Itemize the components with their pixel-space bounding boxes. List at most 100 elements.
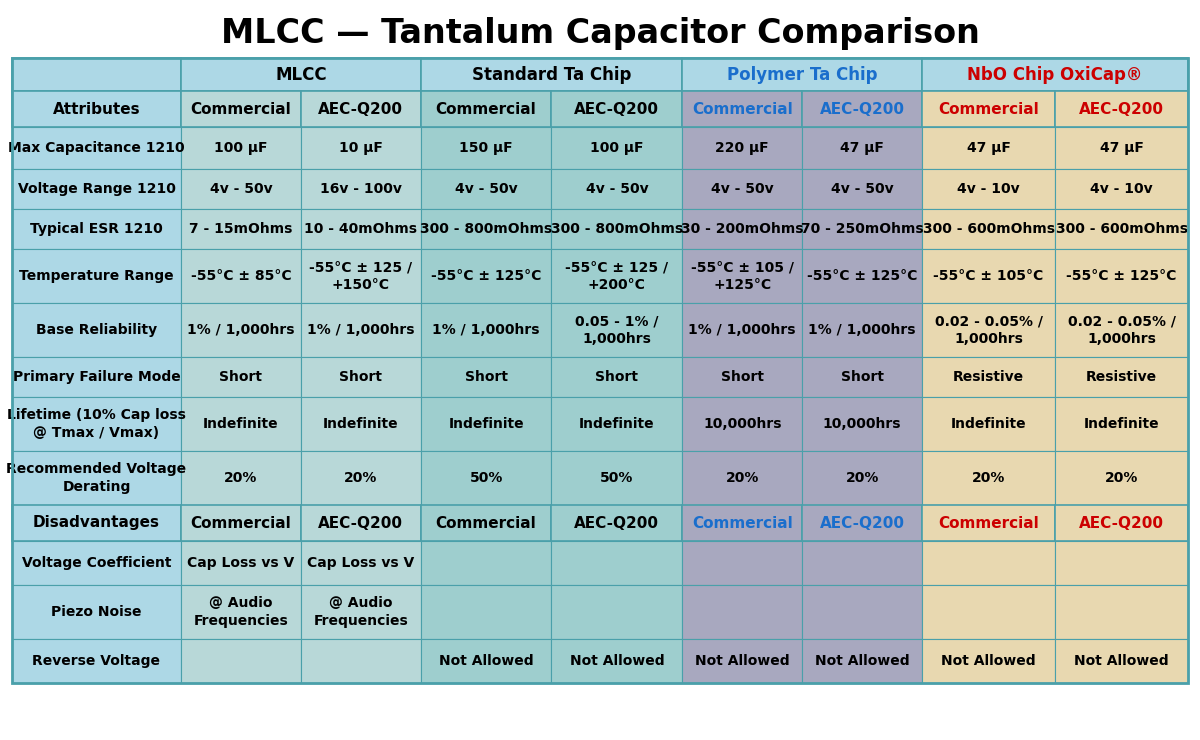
Bar xyxy=(683,303,802,357)
Bar xyxy=(12,585,181,639)
Text: 10,000hrs: 10,000hrs xyxy=(823,417,901,431)
Bar xyxy=(12,209,181,249)
Bar xyxy=(181,451,301,505)
Text: Disadvantages: Disadvantages xyxy=(32,516,160,531)
Bar xyxy=(421,505,552,541)
Bar xyxy=(552,639,683,683)
Bar xyxy=(802,451,922,505)
Text: 1% / 1,000hrs: 1% / 1,000hrs xyxy=(432,323,540,337)
Text: Commercial: Commercial xyxy=(436,101,536,116)
Bar xyxy=(1055,303,1188,357)
Text: NbO Chip OxiCap®: NbO Chip OxiCap® xyxy=(967,66,1142,84)
Text: Not Allowed: Not Allowed xyxy=(570,654,665,668)
Text: Cap Loss vs V: Cap Loss vs V xyxy=(187,556,294,570)
Text: 47 µF: 47 µF xyxy=(840,141,884,155)
Text: 47 µF: 47 µF xyxy=(967,141,1010,155)
Text: Standard Ta Chip: Standard Ta Chip xyxy=(472,66,631,84)
Bar xyxy=(922,169,1055,209)
Text: 4v - 50v: 4v - 50v xyxy=(830,182,894,196)
Bar xyxy=(12,397,181,451)
Text: 220 µF: 220 µF xyxy=(715,141,769,155)
Bar xyxy=(421,303,552,357)
Bar xyxy=(552,541,683,585)
Bar xyxy=(802,541,922,585)
Bar xyxy=(683,541,802,585)
Bar xyxy=(552,585,683,639)
Bar xyxy=(301,209,421,249)
Bar xyxy=(922,639,1055,683)
Text: Not Allowed: Not Allowed xyxy=(941,654,1036,668)
Bar xyxy=(552,303,683,357)
Text: 1% / 1,000hrs: 1% / 1,000hrs xyxy=(689,323,796,337)
Bar xyxy=(922,357,1055,397)
Text: 10,000hrs: 10,000hrs xyxy=(703,417,781,431)
Text: Typical ESR 1210: Typical ESR 1210 xyxy=(30,222,163,236)
Text: Resistive: Resistive xyxy=(1086,370,1157,384)
Bar xyxy=(552,397,683,451)
Bar xyxy=(301,541,421,585)
Text: Polymer Ta Chip: Polymer Ta Chip xyxy=(727,66,877,84)
Text: 10 - 40mOhms: 10 - 40mOhms xyxy=(305,222,418,236)
Bar xyxy=(683,58,922,91)
Bar xyxy=(301,397,421,451)
Text: 70 - 250mOhms: 70 - 250mOhms xyxy=(800,222,924,236)
Text: AEC-Q200: AEC-Q200 xyxy=(820,101,905,116)
Bar xyxy=(181,249,301,303)
Bar xyxy=(12,91,181,127)
Text: AEC-Q200: AEC-Q200 xyxy=(318,101,403,116)
Bar xyxy=(181,127,301,169)
Text: Temperature Range: Temperature Range xyxy=(19,269,174,283)
Text: Voltage Range 1210: Voltage Range 1210 xyxy=(18,182,175,196)
Text: 100 µF: 100 µF xyxy=(590,141,643,155)
Bar xyxy=(12,127,181,169)
Bar xyxy=(922,505,1055,541)
Bar xyxy=(802,639,922,683)
Text: Reverse Voltage: Reverse Voltage xyxy=(32,654,161,668)
Text: AEC-Q200: AEC-Q200 xyxy=(318,516,403,531)
Text: -55°C ± 105 /
+125°C: -55°C ± 105 / +125°C xyxy=(691,260,793,292)
Text: 4v - 10v: 4v - 10v xyxy=(1091,182,1153,196)
Text: 20%: 20% xyxy=(726,471,758,485)
Bar xyxy=(802,303,922,357)
Bar xyxy=(12,639,181,683)
Text: AEC-Q200: AEC-Q200 xyxy=(575,516,659,531)
Bar xyxy=(552,357,683,397)
Bar xyxy=(1055,357,1188,397)
Bar xyxy=(1055,505,1188,541)
Bar xyxy=(12,505,181,541)
Text: Not Allowed: Not Allowed xyxy=(439,654,534,668)
Bar xyxy=(181,58,421,91)
Bar xyxy=(421,169,552,209)
Bar xyxy=(181,639,301,683)
Bar xyxy=(552,505,683,541)
Bar xyxy=(802,249,922,303)
Text: -55°C ± 125 /
+200°C: -55°C ± 125 / +200°C xyxy=(565,260,668,292)
Text: Cap Loss vs V: Cap Loss vs V xyxy=(307,556,414,570)
Bar xyxy=(301,357,421,397)
Text: 20%: 20% xyxy=(846,471,878,485)
Text: Resistive: Resistive xyxy=(953,370,1024,384)
Text: 20%: 20% xyxy=(1105,471,1139,485)
Bar xyxy=(922,303,1055,357)
Bar xyxy=(181,169,301,209)
Bar xyxy=(683,451,802,505)
Bar xyxy=(301,127,421,169)
Bar xyxy=(181,209,301,249)
Bar xyxy=(12,541,181,585)
Bar xyxy=(1055,541,1188,585)
Text: 0.02 - 0.05% /
1,000hrs: 0.02 - 0.05% / 1,000hrs xyxy=(1068,314,1176,346)
Bar xyxy=(802,505,922,541)
Bar xyxy=(301,451,421,505)
Text: 20%: 20% xyxy=(972,471,1006,485)
Bar xyxy=(1055,169,1188,209)
Bar xyxy=(552,249,683,303)
Text: 4v - 50v: 4v - 50v xyxy=(710,182,774,196)
Bar xyxy=(12,451,181,505)
Bar xyxy=(301,303,421,357)
Bar xyxy=(802,357,922,397)
Text: 0.05 - 1% /
1,000hrs: 0.05 - 1% / 1,000hrs xyxy=(575,314,659,346)
Text: Commercial: Commercial xyxy=(938,101,1039,116)
Text: 50%: 50% xyxy=(600,471,634,485)
Text: Attributes: Attributes xyxy=(53,101,140,116)
Text: Recommended Voltage
Derating: Recommended Voltage Derating xyxy=(6,462,186,494)
